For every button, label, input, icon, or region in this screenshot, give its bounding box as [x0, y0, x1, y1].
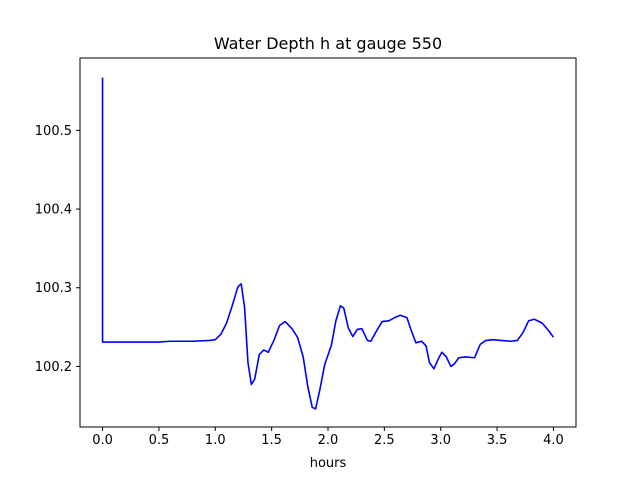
y-tick-label: 100.2	[35, 360, 72, 375]
x-axis-title: hours	[310, 456, 347, 471]
x-tick-label: 1.5	[261, 433, 282, 448]
y-tick-label: 100.4	[35, 203, 72, 218]
x-tick-label: 0.5	[149, 433, 170, 448]
y-tick-label: 100.3	[35, 281, 72, 296]
x-tick-label: 2.5	[374, 433, 395, 448]
chart-title: Water Depth h at gauge 550	[214, 34, 442, 53]
series-line-0	[101, 77, 555, 410]
x-tick-label: 0.0	[92, 433, 113, 448]
x-tick-label: 2.0	[318, 433, 339, 448]
x-tick-label: 4.0	[543, 433, 564, 448]
x-axis-ticks: 0.0 0.5 1.0 1.5 2.0 2.5 3.0 3.5 4.0	[92, 427, 564, 448]
x-tick-label: 3.0	[430, 433, 451, 448]
x-tick-label: 3.5	[487, 433, 508, 448]
x-tick-label: 1.0	[205, 433, 226, 448]
y-tick-label: 100.5	[35, 124, 72, 139]
y-axis-ticks: 100.2 100.3 100.4 100.5	[35, 124, 80, 375]
